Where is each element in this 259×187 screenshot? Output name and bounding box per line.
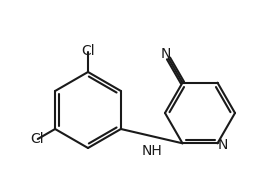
Text: NH: NH [141,144,162,158]
Text: N: N [217,138,228,152]
Text: N: N [161,47,171,61]
Text: Cl: Cl [81,44,95,58]
Text: Cl: Cl [30,132,44,146]
